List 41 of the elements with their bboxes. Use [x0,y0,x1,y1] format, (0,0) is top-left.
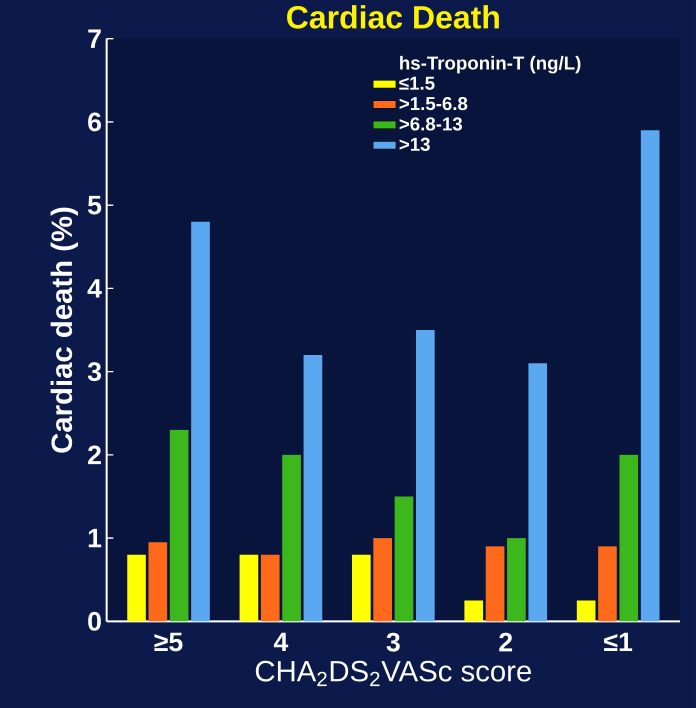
y-tick-label: 5 [88,196,102,214]
legend-label: ≤1.5 [399,76,435,90]
legend-label: >1.5-6.8 [400,96,468,110]
bar [640,130,660,622]
x-axis-title: CHA$_{2}$DS$_{2}$VASc score [256,660,531,686]
chart-title: Cardiac Death [287,5,499,29]
y-tick-label: 1 [88,528,102,548]
bar [507,538,526,622]
bar [282,454,301,622]
legend-label: >6.8-13 [400,117,462,131]
y-tick-label: 3 [88,362,101,382]
bar [373,538,392,622]
x-tick-label: 2 [499,632,512,652]
bar [394,496,414,622]
bar [619,454,638,622]
y-tick-label: 7 [88,30,101,48]
legend-title: hs-Troponin-T (ng/L) [400,56,580,74]
bar [240,554,258,622]
bar [598,546,617,622]
legend-label: >13 [400,138,430,151]
bar [148,542,168,622]
bar [576,600,596,622]
y-tick-label: 2 [88,446,101,464]
bar [260,554,280,622]
bar [170,430,188,622]
x-tick-label: ≥5 [154,632,182,652]
y-axis-title: Cardiac death (%) [50,208,78,453]
x-tick-label: 3 [386,632,400,652]
bar [486,546,504,622]
y-tick-label: 6 [88,112,101,132]
bar [352,554,371,622]
y-tick-label: 0 [88,612,101,631]
bar [464,600,484,622]
bar [191,222,210,622]
bar [304,354,322,622]
x-tick-label: ≤1 [604,632,632,652]
bar [528,363,548,622]
bar [127,554,146,622]
y-tick-label: 4 [88,279,102,298]
x-tick-label: 4 [274,632,288,652]
bar [416,330,435,622]
